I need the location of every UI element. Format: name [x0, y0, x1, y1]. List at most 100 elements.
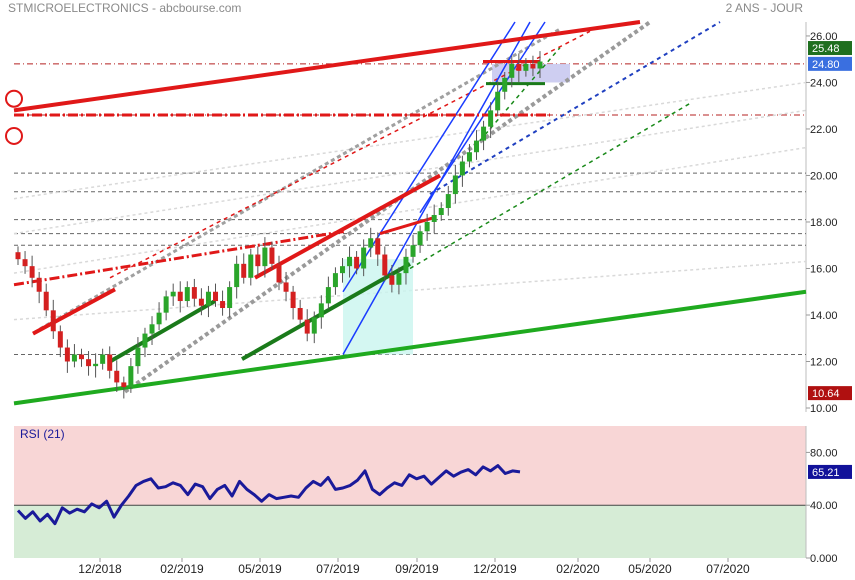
- x-tick-label: 07/2020: [706, 562, 750, 576]
- candle-body: [114, 370, 120, 383]
- candle-body: [36, 277, 42, 292]
- candle: [283, 271, 289, 302]
- rsi-tick-label: 40.00: [810, 500, 838, 512]
- candle: [438, 202, 444, 221]
- rsi-oversold-zone: [14, 505, 806, 558]
- candle-body: [86, 359, 92, 367]
- faint-trend-line: [13, 109, 807, 235]
- candle: [234, 255, 240, 299]
- candle-body: [304, 319, 310, 334]
- candle-body: [368, 238, 374, 248]
- faint-trend-line: [13, 146, 807, 274]
- candle-body: [57, 331, 63, 348]
- candle-body: [488, 110, 494, 127]
- candle-body: [78, 354, 84, 360]
- candle-body: [523, 63, 529, 71]
- resistance-dashed-line: [13, 229, 346, 287]
- candle-body: [50, 310, 56, 332]
- short-resistance-line: [379, 215, 436, 236]
- candle: [114, 360, 120, 392]
- candle: [311, 311, 317, 344]
- candle: [64, 339, 70, 373]
- candle-body: [347, 256, 353, 267]
- candle: [107, 346, 113, 379]
- candle: [29, 255, 35, 288]
- candle-body: [255, 254, 261, 267]
- candle-body: [424, 221, 430, 232]
- candle-body: [530, 63, 536, 69]
- candle: [459, 155, 465, 187]
- candle-body: [205, 291, 211, 306]
- candle-body: [495, 91, 501, 111]
- candle-body: [516, 63, 522, 71]
- candle-body: [509, 63, 515, 78]
- candle-body: [22, 259, 28, 267]
- candle-body: [156, 312, 162, 325]
- candle: [509, 55, 515, 88]
- short-support-line: [109, 299, 216, 364]
- candle: [481, 120, 487, 151]
- x-tick-label: 02/2019: [160, 562, 204, 576]
- candle-body: [361, 247, 367, 269]
- candle-body: [100, 354, 106, 364]
- candle: [156, 302, 162, 331]
- candle-body: [142, 333, 148, 348]
- candle-body: [318, 303, 324, 318]
- shaded-zone: [343, 259, 413, 355]
- candle: [466, 144, 472, 168]
- candle-body: [389, 275, 395, 285]
- candle-body: [248, 254, 254, 278]
- candle: [495, 81, 501, 117]
- candle: [36, 271, 42, 304]
- gray-trend-line: [123, 20, 652, 394]
- x-tick-label: 09/2019: [395, 562, 439, 576]
- candle-body: [135, 347, 141, 367]
- candle: [488, 102, 494, 139]
- candle: [368, 227, 374, 258]
- candle: [57, 325, 63, 358]
- y-tick-label: 26.00: [810, 31, 838, 43]
- candle: [396, 267, 402, 295]
- x-tick-label: 12/2018: [78, 562, 122, 576]
- candle: [241, 253, 247, 284]
- candle: [410, 234, 416, 263]
- x-tick-label: 05/2019: [238, 562, 282, 576]
- short-resistance-line: [32, 287, 116, 336]
- candle-body: [15, 252, 21, 260]
- candle-body: [198, 298, 204, 306]
- candle: [170, 283, 176, 306]
- candle-body: [262, 247, 268, 267]
- candle-body: [459, 161, 465, 176]
- y-tick-label: 16.00: [810, 263, 838, 275]
- candle: [325, 276, 331, 310]
- candle-body: [297, 308, 303, 320]
- candle: [304, 309, 310, 342]
- candle-body: [107, 354, 113, 371]
- candle: [71, 344, 77, 368]
- y-tick-label: 24.00: [810, 77, 838, 89]
- x-tick-label: 07/2019: [316, 562, 360, 576]
- sentiment-icon: [5, 126, 23, 145]
- candle-body: [481, 126, 487, 141]
- candle-body: [234, 263, 240, 288]
- low-price-badge: [808, 386, 852, 401]
- channel-line: [419, 21, 546, 214]
- candle-body: [502, 77, 508, 92]
- rsi-value-badge: [808, 464, 852, 479]
- sentiment-icon: [5, 89, 23, 108]
- candle: [424, 213, 430, 241]
- candle-body: [269, 247, 275, 264]
- candle-body: [163, 296, 169, 313]
- candle-body: [325, 287, 331, 304]
- y-tick-label: 10.00: [810, 403, 838, 415]
- candle: [389, 264, 395, 293]
- rsi-overbought-zone: [14, 426, 806, 506]
- candle-body: [170, 291, 176, 297]
- candle: [177, 281, 183, 313]
- candle: [248, 248, 254, 286]
- candle-body: [43, 291, 49, 311]
- candle-body: [537, 61, 543, 69]
- candle: [205, 285, 211, 318]
- green-dotted-line: [409, 102, 691, 270]
